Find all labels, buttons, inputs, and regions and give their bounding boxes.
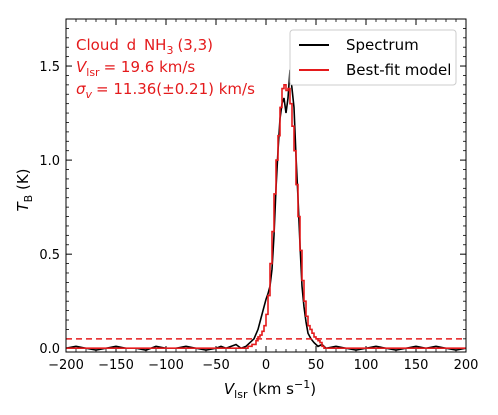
x-tick-label: −200 — [48, 358, 84, 373]
x-axis-label: Vlsr (km s−1) — [224, 378, 316, 401]
series-layer — [66, 69, 466, 351]
series-line-model — [66, 84, 466, 350]
x-tick-label: 100 — [354, 358, 379, 373]
x-tick-label: −100 — [148, 358, 184, 373]
x-tick-label: 200 — [454, 358, 479, 373]
legend: Spectrum Best-fit model — [289, 29, 457, 86]
annotation-vlsr: Vlsr = 19.6 km/s — [76, 58, 195, 79]
tick-labels: −200 −150 −100 −50 0 50 100 150 200 0.0 0.5 1.0 1.5 — [39, 60, 478, 373]
series-line-spectrum — [66, 69, 466, 351]
x-tick-label: 50 — [308, 358, 325, 373]
annotation-sigma: σv = 11.36(±0.21) km/s — [76, 80, 255, 101]
y-tick-label: 0.0 — [39, 342, 60, 357]
plot-frame — [65, 18, 467, 353]
x-tick-label: −50 — [202, 358, 229, 373]
y-tick-label: 1.0 — [39, 154, 60, 169]
legend-label-model: Best-fit model — [346, 61, 451, 79]
x-tick-label: −150 — [98, 358, 134, 373]
x-tick-label: 150 — [404, 358, 429, 373]
y-axis-label: TB (K) — [14, 168, 35, 211]
legend-box — [289, 29, 457, 86]
annotation-cloud: Cloud d NH3 (3,3) — [76, 36, 213, 57]
y-tick-label: 1.5 — [39, 60, 60, 75]
legend-label-spectrum: Spectrum — [346, 36, 419, 54]
x-tick-label: 0 — [262, 358, 270, 373]
y-tick-label: 0.5 — [39, 248, 60, 263]
